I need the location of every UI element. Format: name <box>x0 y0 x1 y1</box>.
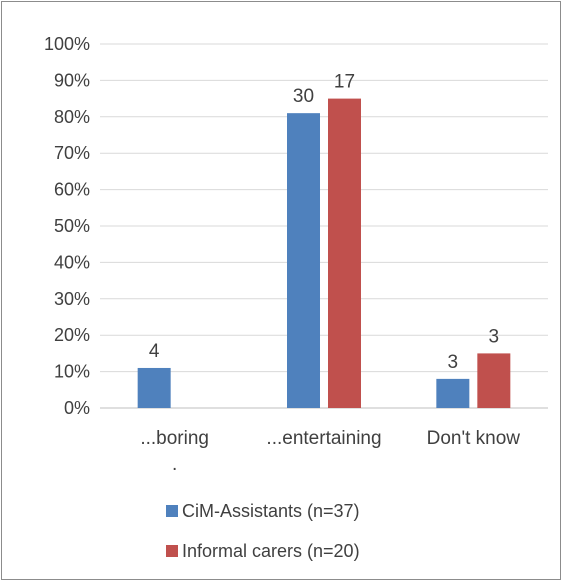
data-label: 17 <box>334 72 355 93</box>
bar-cim-assistants <box>137 367 171 408</box>
y-tick-label: 70% <box>54 143 90 163</box>
data-label: 3 <box>489 326 500 347</box>
x-category-label: . <box>172 454 177 475</box>
data-label: 4 <box>149 341 160 362</box>
y-tick-label: 20% <box>54 325 90 345</box>
y-tick-label: 0% <box>64 398 90 418</box>
y-tick-label: 50% <box>54 216 90 236</box>
y-tick-label: 30% <box>54 289 90 309</box>
y-tick-label: 90% <box>54 70 90 90</box>
bar-informal-carers <box>477 353 511 408</box>
x-category-label: ...entertaining <box>266 428 381 449</box>
legend-swatch <box>166 545 178 557</box>
x-category-label: Don't know <box>427 428 521 449</box>
y-tick-label: 10% <box>54 362 90 382</box>
y-tick-label: 100% <box>44 34 90 54</box>
y-tick-label: 80% <box>54 107 90 127</box>
y-tick-label: 40% <box>54 252 90 272</box>
x-category-label: ...boring <box>140 428 209 449</box>
y-tick-label: 60% <box>54 180 90 200</box>
legend-label: CiM-Assistants (n=37) <box>182 501 360 521</box>
data-label: 30 <box>293 86 314 107</box>
bar-informal-carers <box>328 98 361 408</box>
legend-label: Informal carers (n=20) <box>182 541 360 561</box>
bar-cim-assistants <box>287 113 320 408</box>
bar-cim-assistants <box>436 378 470 408</box>
data-label: 3 <box>448 352 459 373</box>
legend-swatch <box>166 505 178 517</box>
